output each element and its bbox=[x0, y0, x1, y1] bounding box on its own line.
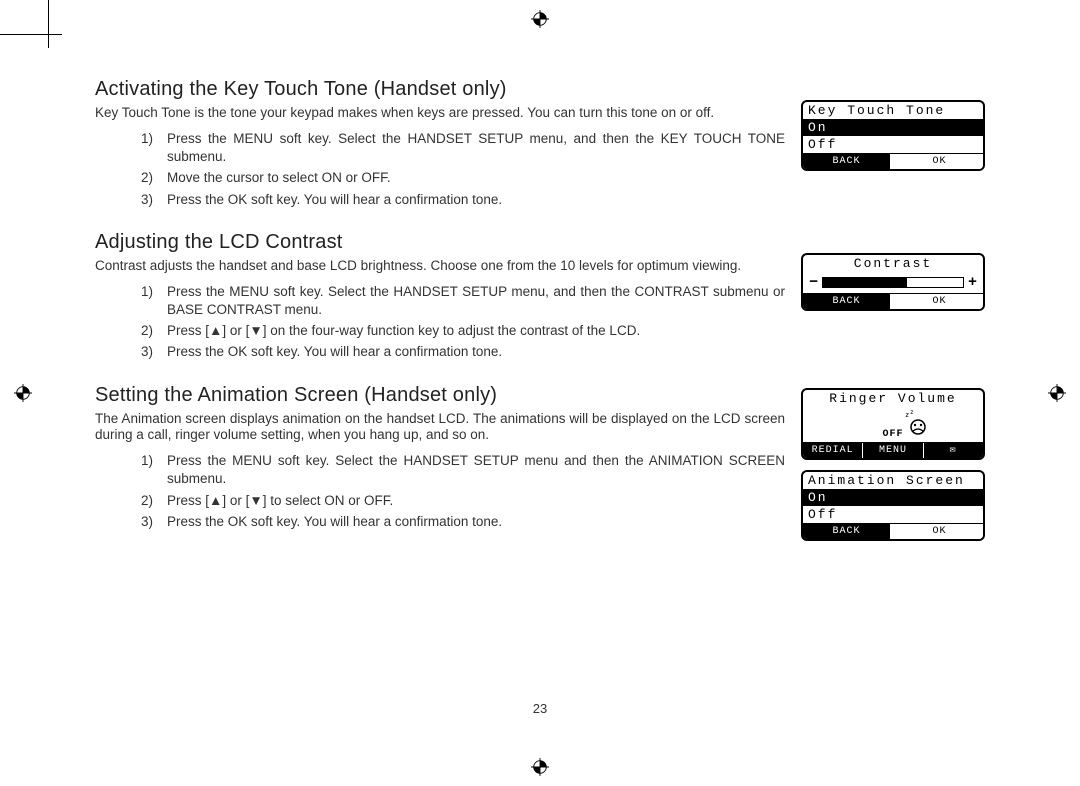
step-item: Move the cursor to select ON or OFF. bbox=[141, 169, 785, 187]
lcd-contrast-bar-row: − + bbox=[803, 272, 983, 293]
steps-list: Press the MENU soft key. Select the HAND… bbox=[141, 283, 785, 362]
registration-mark-bottom bbox=[531, 758, 549, 776]
lcd-softkey-mail: ✉ bbox=[924, 443, 983, 458]
step-item: Press the OK soft key. You will hear a c… bbox=[141, 343, 785, 361]
registration-mark-right bbox=[1048, 384, 1066, 402]
plus-icon: + bbox=[968, 275, 977, 290]
section-intro: The Animation screen displays animation … bbox=[95, 411, 785, 445]
step-item: Press [▲] or [▼] to select ON or OFF. bbox=[141, 492, 785, 510]
page-content: Activating the Key Touch Tone (Handset o… bbox=[95, 78, 985, 553]
section-heading: Activating the Key Touch Tone (Handset o… bbox=[95, 78, 985, 101]
lcd-title: Ringer Volume bbox=[803, 390, 983, 407]
lcd-softkey-ok: OK bbox=[896, 154, 983, 169]
step-item: Press the MENU soft key. Select the HAND… bbox=[141, 130, 785, 166]
section-lcd-contrast: Adjusting the LCD Contrast Contrast adju… bbox=[95, 231, 985, 362]
step-item: Press [▲] or [▼] on the four-way functio… bbox=[141, 322, 785, 340]
lcd-title: Key Touch Tone bbox=[803, 102, 983, 119]
steps-list: Press the MENU soft key. Select the HAND… bbox=[141, 130, 785, 209]
lcd-ringer-volume: Ringer Volume z z OFF REDIAL MENU ✉ bbox=[801, 388, 985, 460]
lcd-option: Off bbox=[803, 136, 983, 153]
lcd-softkey-menu: MENU bbox=[862, 443, 923, 458]
lcd-contrast: Contrast − + BACK OK bbox=[801, 253, 985, 311]
minus-icon: − bbox=[809, 275, 818, 290]
step-item: Press the MENU soft key. Select the HAND… bbox=[141, 452, 785, 488]
section-heading: Adjusting the LCD Contrast bbox=[95, 231, 985, 254]
lcd-option-selected: On bbox=[803, 489, 983, 506]
lcd-contrast-fill bbox=[823, 278, 907, 287]
registration-mark-top bbox=[531, 10, 549, 28]
section-intro: Contrast adjusts the handset and base LC… bbox=[95, 258, 785, 275]
lcd-softkey-back: BACK bbox=[803, 524, 890, 539]
page-number: 23 bbox=[533, 701, 547, 716]
step-item: Press the OK soft key. You will hear a c… bbox=[141, 191, 785, 209]
step-item: Press the OK soft key. You will hear a c… bbox=[141, 513, 785, 531]
lcd-softkey-ok: OK bbox=[896, 524, 983, 539]
lcd-option: Off bbox=[803, 506, 983, 523]
lcd-title: Contrast bbox=[803, 255, 983, 272]
lcd-animation-screen: Animation Screen On Off BACK OK bbox=[801, 470, 985, 541]
sleep-icon: z z bbox=[903, 409, 933, 435]
section-animation-screen: Setting the Animation Screen (Handset on… bbox=[95, 384, 985, 532]
registration-mark-left bbox=[14, 384, 32, 402]
lcd-softkey-redial: REDIAL bbox=[803, 443, 862, 458]
lcd-softkey-back: BACK bbox=[803, 294, 890, 309]
lcd-softkey-back: BACK bbox=[803, 154, 890, 169]
lcd-softkey-ok: OK bbox=[896, 294, 983, 309]
lcd-contrast-bar bbox=[822, 277, 964, 288]
lcd-key-touch-tone: Key Touch Tone On Off BACK OK bbox=[801, 100, 985, 171]
svg-text:z: z bbox=[910, 409, 916, 416]
lcd-title: Animation Screen bbox=[803, 472, 983, 489]
lcd-option-selected: On bbox=[803, 119, 983, 136]
steps-list: Press the MENU soft key. Select the HAND… bbox=[141, 452, 785, 531]
section-intro: Key Touch Tone is the tone your keypad m… bbox=[95, 105, 785, 122]
lcd-off-label: OFF bbox=[882, 429, 903, 440]
section-key-touch-tone: Activating the Key Touch Tone (Handset o… bbox=[95, 78, 985, 209]
step-item: Press the MENU soft key. Select the HAND… bbox=[141, 283, 785, 319]
